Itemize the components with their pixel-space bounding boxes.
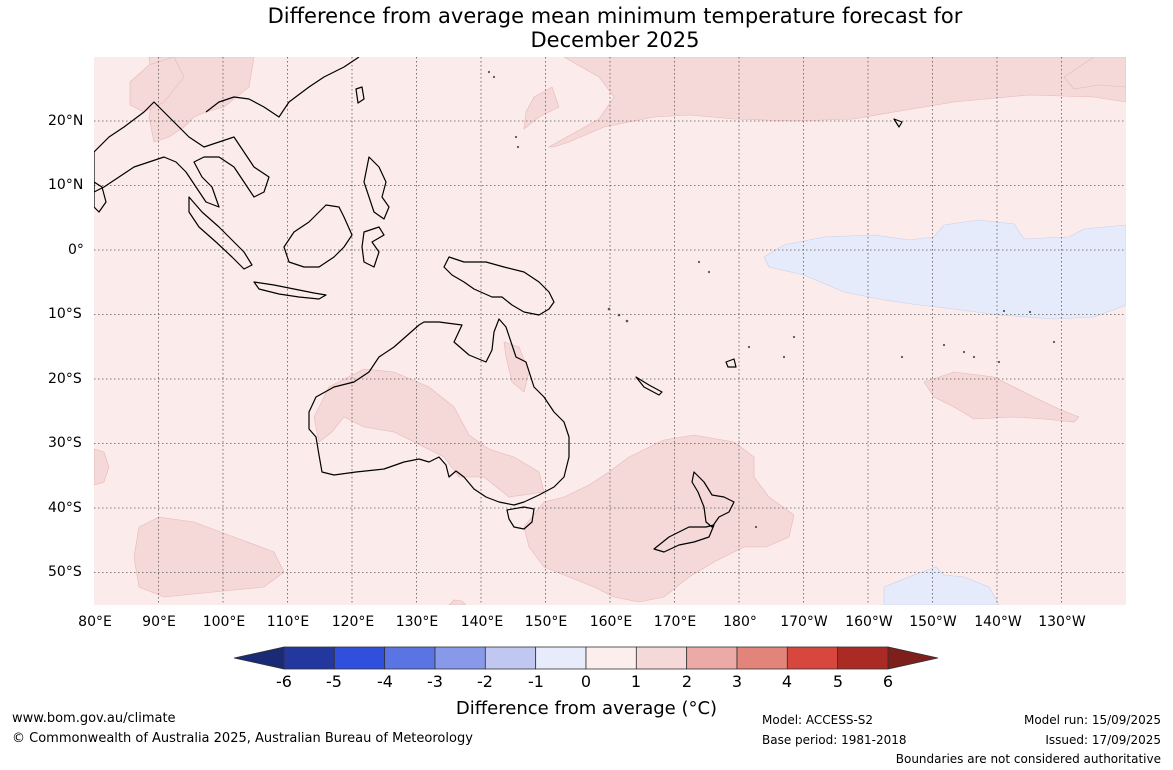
footer-url[interactable]: www.bom.gov.au/climate (12, 711, 176, 726)
colorbar-tick: 3 (731, 672, 743, 691)
colorbar-segment (484, 646, 537, 670)
footer-model: Model: ACCESS-S2 (762, 713, 874, 727)
lat-label: 0° (68, 242, 84, 258)
lon-label: 170°W (780, 614, 828, 630)
pacific-islands (487, 70, 1056, 529)
new-zealand-south-island-coastline (653, 524, 715, 553)
lon-label: 130°E (395, 614, 439, 630)
lon-label: 150°E (524, 614, 568, 630)
map-title: Difference from average mean minimum tem… (0, 4, 1173, 52)
lat-label: 20°S (48, 371, 82, 387)
lon-label: 180° (723, 614, 757, 630)
colorbar-tick: 6 (882, 672, 894, 691)
taiwan-coastline (355, 86, 365, 104)
tasmania-coastline (506, 506, 535, 530)
footer-base-period: Base period: 1981-2018 (762, 733, 907, 747)
lon-label: 80°E (78, 614, 112, 630)
sri-lanka-coastline (94, 181, 107, 213)
lat-label: 10°S (48, 306, 82, 322)
colorbar-segment (535, 646, 587, 670)
fiji-coastline (725, 358, 737, 368)
colorbar (234, 646, 938, 670)
anomaly-regions-1-to-2 (94, 57, 1126, 605)
lon-label: 130°W (1038, 614, 1086, 630)
colorbar-segment (585, 646, 637, 670)
colorbar-segment (635, 646, 688, 670)
lat-label: 30°S (48, 435, 82, 451)
lat-label: 20°N (48, 113, 84, 129)
colorbar-segment (283, 646, 335, 670)
colorbar-tick: -3 (427, 672, 443, 691)
colorbar-segment (384, 646, 436, 670)
colorbar-segment (837, 646, 889, 670)
colorbar-tick: 1 (630, 672, 642, 691)
new-zealand-north-island-coastline (691, 471, 735, 528)
lon-label: 160°E (589, 614, 633, 630)
colorbar-tick: -1 (528, 672, 544, 691)
colorbar-segment (434, 646, 486, 670)
colorbar-tick: 5 (832, 672, 844, 691)
lon-label: 160°W (845, 614, 893, 630)
borneo-coastline (283, 204, 353, 268)
footer-model-run: Model run: 15/09/2025 (1023, 713, 1161, 727)
colorbar-tick: 0 (580, 672, 592, 691)
java-coastline (253, 281, 327, 300)
sumatra-coastline (188, 196, 253, 270)
colorbar-tick: 2 (681, 672, 693, 691)
lon-label: 170°E (653, 614, 697, 630)
lon-label: 110°E (266, 614, 310, 630)
colorbar-under-arrow (234, 646, 285, 670)
anomaly-regions-minus1-to-0 (763, 219, 1126, 605)
lon-label: 150°W (909, 614, 957, 630)
colorbar-segment (333, 646, 386, 670)
new-caledonia-coastline (635, 376, 663, 396)
asia-north-coastline (205, 57, 360, 118)
mainland-asia-coastline (94, 101, 270, 208)
graticule (94, 57, 1126, 605)
colorbar-over-arrow (887, 646, 938, 670)
footer-issued: Issued: 17/09/2025 (1045, 733, 1161, 747)
colorbar-segments (283, 646, 889, 670)
colorbar-tick: 4 (781, 672, 793, 691)
australia-coastline (308, 318, 570, 506)
footer-disclaimer: Boundaries are not considered authoritat… (895, 752, 1161, 766)
colorbar-tick: -5 (326, 672, 342, 691)
lat-label: 10°N (48, 177, 84, 193)
lon-label: 140°W (974, 614, 1022, 630)
colorbar-tick: -2 (477, 672, 493, 691)
colorbar-segment (786, 646, 839, 670)
sulawesi-coastline (361, 226, 385, 268)
lat-label: 40°S (48, 500, 82, 516)
lon-label: 140°E (460, 614, 504, 630)
lon-label: 100°E (202, 614, 246, 630)
footer-copyright: © Commonwealth of Australia 2025, Austra… (12, 731, 473, 746)
colorbar-segment (686, 646, 738, 670)
colorbar-tick: -4 (377, 672, 393, 691)
coastlines (94, 57, 903, 553)
new-guinea-coastline (443, 256, 555, 316)
hawaii-coastline (893, 118, 903, 128)
lon-label: 120°E (331, 614, 375, 630)
lat-label: 50°S (48, 564, 82, 580)
philippines-coastline (363, 156, 390, 220)
lon-label: 90°E (142, 614, 176, 630)
title-line-2: December 2025 (530, 28, 700, 52)
title-line-1: Difference from average mean minimum tem… (267, 4, 963, 28)
colorbar-segment (736, 646, 788, 670)
colorbar-tick: -6 (276, 672, 292, 691)
anomaly-map (94, 57, 1126, 605)
colorbar-label: Difference from average (°C) (455, 698, 718, 719)
